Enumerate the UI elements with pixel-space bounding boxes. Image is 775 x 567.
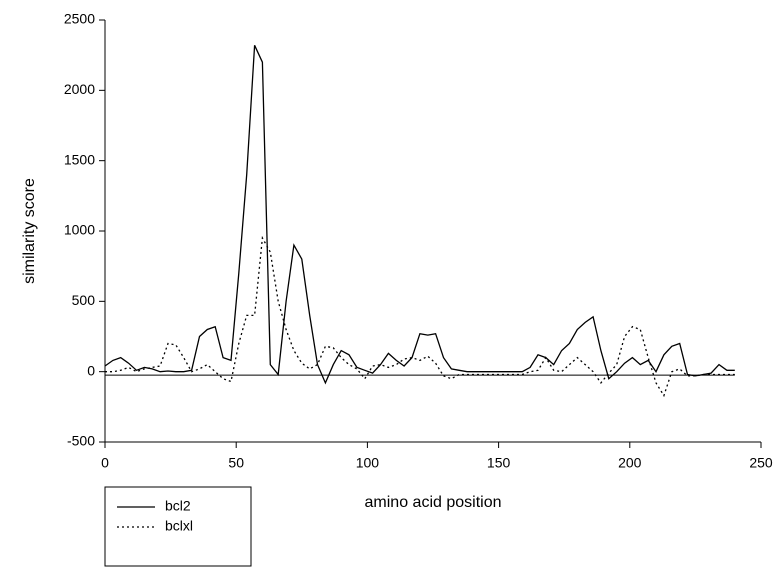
x-tick-label: 0: [101, 455, 109, 471]
x-axis-title: amino acid position: [365, 494, 502, 511]
x-tick-label: 250: [749, 455, 773, 471]
y-tick-label: -500: [67, 433, 95, 449]
y-tick-label: 1000: [64, 222, 95, 238]
legend-box: [104, 486, 252, 567]
y-tick-label: 2000: [64, 81, 95, 97]
x-tick-label: 100: [356, 455, 380, 471]
y-tick-label: 1500: [64, 151, 95, 167]
series-line: [105, 235, 735, 398]
y-tick-label: 500: [72, 292, 96, 308]
x-tick-label: 200: [618, 455, 642, 471]
y-tick-label: 2500: [64, 11, 95, 27]
y-tick-label: 0: [87, 362, 95, 378]
legend-label: bcl2: [165, 498, 191, 514]
x-tick-label: 150: [487, 455, 511, 471]
x-tick-label: 50: [228, 455, 244, 471]
series-line: [104, 45, 735, 385]
y-axis-title: similarity score: [21, 178, 38, 284]
legend-label: bclxl: [165, 518, 193, 534]
